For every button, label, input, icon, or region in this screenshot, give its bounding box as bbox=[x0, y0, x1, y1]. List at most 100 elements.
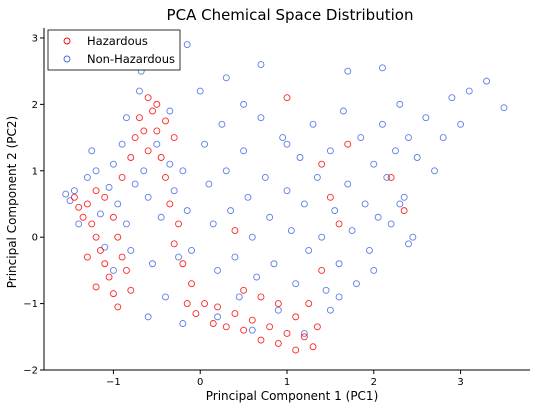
point-non-hazardous bbox=[244, 193, 252, 201]
point-hazardous bbox=[240, 286, 248, 294]
point-non-hazardous bbox=[179, 167, 187, 175]
point-non-hazardous bbox=[136, 87, 143, 95]
point-non-hazardous bbox=[144, 193, 152, 201]
point-non-hazardous bbox=[140, 167, 148, 175]
point-hazardous bbox=[166, 200, 174, 208]
point-non-hazardous bbox=[175, 253, 182, 261]
point-non-hazardous bbox=[344, 67, 352, 75]
point-hazardous bbox=[114, 303, 122, 311]
point-non-hazardous bbox=[75, 220, 83, 228]
point-non-hazardous bbox=[339, 107, 347, 115]
point-non-hazardous bbox=[296, 154, 304, 161]
point-hazardous bbox=[162, 117, 169, 125]
point-non-hazardous bbox=[253, 273, 261, 281]
point-hazardous bbox=[318, 266, 326, 274]
point-non-hazardous bbox=[405, 240, 412, 248]
point-hazardous bbox=[175, 220, 182, 228]
chart-title: PCA Chemical Space Distribution bbox=[167, 6, 414, 24]
point-non-hazardous bbox=[183, 207, 191, 215]
point-hazardous bbox=[240, 326, 248, 334]
point-hazardous bbox=[83, 253, 91, 261]
point-hazardous bbox=[162, 173, 169, 181]
point-non-hazardous bbox=[387, 220, 395, 228]
point-non-hazardous bbox=[205, 180, 213, 188]
y-tick-label: 2 bbox=[32, 100, 38, 111]
y-tick-label: 3 bbox=[32, 33, 38, 44]
point-non-hazardous bbox=[396, 200, 404, 208]
point-non-hazardous bbox=[300, 330, 308, 337]
point-non-hazardous bbox=[257, 61, 265, 68]
point-non-hazardous bbox=[62, 190, 70, 198]
legend-marker-hazardous bbox=[63, 37, 71, 45]
point-non-hazardous bbox=[279, 134, 287, 142]
point-non-hazardous bbox=[326, 147, 334, 155]
point-hazardous bbox=[179, 260, 187, 268]
legend-label-non-hazardous: Non-Hazardous bbox=[87, 52, 175, 66]
point-non-hazardous bbox=[335, 293, 343, 301]
point-non-hazardous bbox=[465, 87, 473, 95]
point-non-hazardous bbox=[122, 114, 130, 122]
point-hazardous bbox=[136, 114, 143, 122]
point-non-hazardous bbox=[379, 64, 386, 72]
point-non-hazardous bbox=[196, 87, 204, 95]
y-tick-label: −1 bbox=[23, 299, 38, 310]
point-non-hazardous bbox=[149, 260, 156, 268]
point-non-hazardous bbox=[109, 160, 117, 168]
point-hazardous bbox=[153, 100, 161, 108]
point-non-hazardous bbox=[162, 293, 169, 301]
point-non-hazardous bbox=[70, 187, 78, 195]
y-tick-label: −2 bbox=[23, 366, 38, 377]
point-hazardous bbox=[114, 233, 122, 241]
point-non-hazardous bbox=[214, 313, 222, 321]
point-hazardous bbox=[305, 300, 313, 308]
point-non-hazardous bbox=[222, 167, 230, 175]
point-non-hazardous bbox=[400, 193, 408, 201]
point-hazardous bbox=[118, 253, 126, 261]
point-non-hazardous bbox=[457, 120, 465, 128]
point-hazardous bbox=[92, 283, 100, 291]
point-hazardous bbox=[101, 193, 109, 201]
point-non-hazardous bbox=[379, 120, 386, 128]
point-non-hazardous bbox=[335, 260, 343, 268]
point-non-hazardous bbox=[331, 207, 339, 215]
point-hazardous bbox=[274, 339, 282, 347]
point-hazardous bbox=[157, 154, 165, 161]
x-tick-label: 3 bbox=[457, 377, 463, 388]
point-hazardous bbox=[122, 266, 130, 274]
point-non-hazardous bbox=[370, 266, 378, 274]
legend-marker-non-hazardous bbox=[63, 55, 71, 63]
point-hazardous bbox=[101, 260, 109, 268]
point-hazardous bbox=[188, 280, 195, 288]
point-hazardous bbox=[170, 240, 178, 248]
point-non-hazardous bbox=[101, 243, 109, 251]
legend-label-hazardous: Hazardous bbox=[87, 34, 148, 48]
point-hazardous bbox=[283, 330, 291, 337]
point-hazardous bbox=[79, 213, 87, 221]
point-hazardous bbox=[131, 134, 139, 142]
point-non-hazardous bbox=[92, 167, 100, 175]
point-non-hazardous bbox=[153, 140, 161, 148]
point-non-hazardous bbox=[344, 180, 352, 188]
x-tick-label: −1 bbox=[106, 377, 121, 388]
point-non-hazardous bbox=[235, 293, 243, 301]
point-non-hazardous bbox=[240, 100, 248, 108]
point-hazardous bbox=[318, 160, 326, 168]
point-hazardous bbox=[144, 147, 152, 155]
x-tick-label: 1 bbox=[284, 377, 290, 388]
point-hazardous bbox=[109, 213, 117, 221]
point-hazardous bbox=[192, 310, 200, 317]
point-non-hazardous bbox=[374, 213, 382, 221]
point-non-hazardous bbox=[409, 233, 417, 241]
point-non-hazardous bbox=[483, 77, 491, 85]
point-hazardous bbox=[149, 107, 156, 115]
point-hazardous bbox=[231, 227, 239, 234]
point-non-hazardous bbox=[166, 160, 174, 168]
point-hazardous bbox=[400, 207, 408, 215]
point-hazardous bbox=[96, 247, 104, 254]
point-non-hazardous bbox=[370, 160, 378, 168]
point-hazardous bbox=[326, 193, 334, 201]
point-hazardous bbox=[248, 316, 256, 324]
point-non-hazardous bbox=[96, 210, 104, 218]
point-non-hazardous bbox=[439, 134, 447, 142]
